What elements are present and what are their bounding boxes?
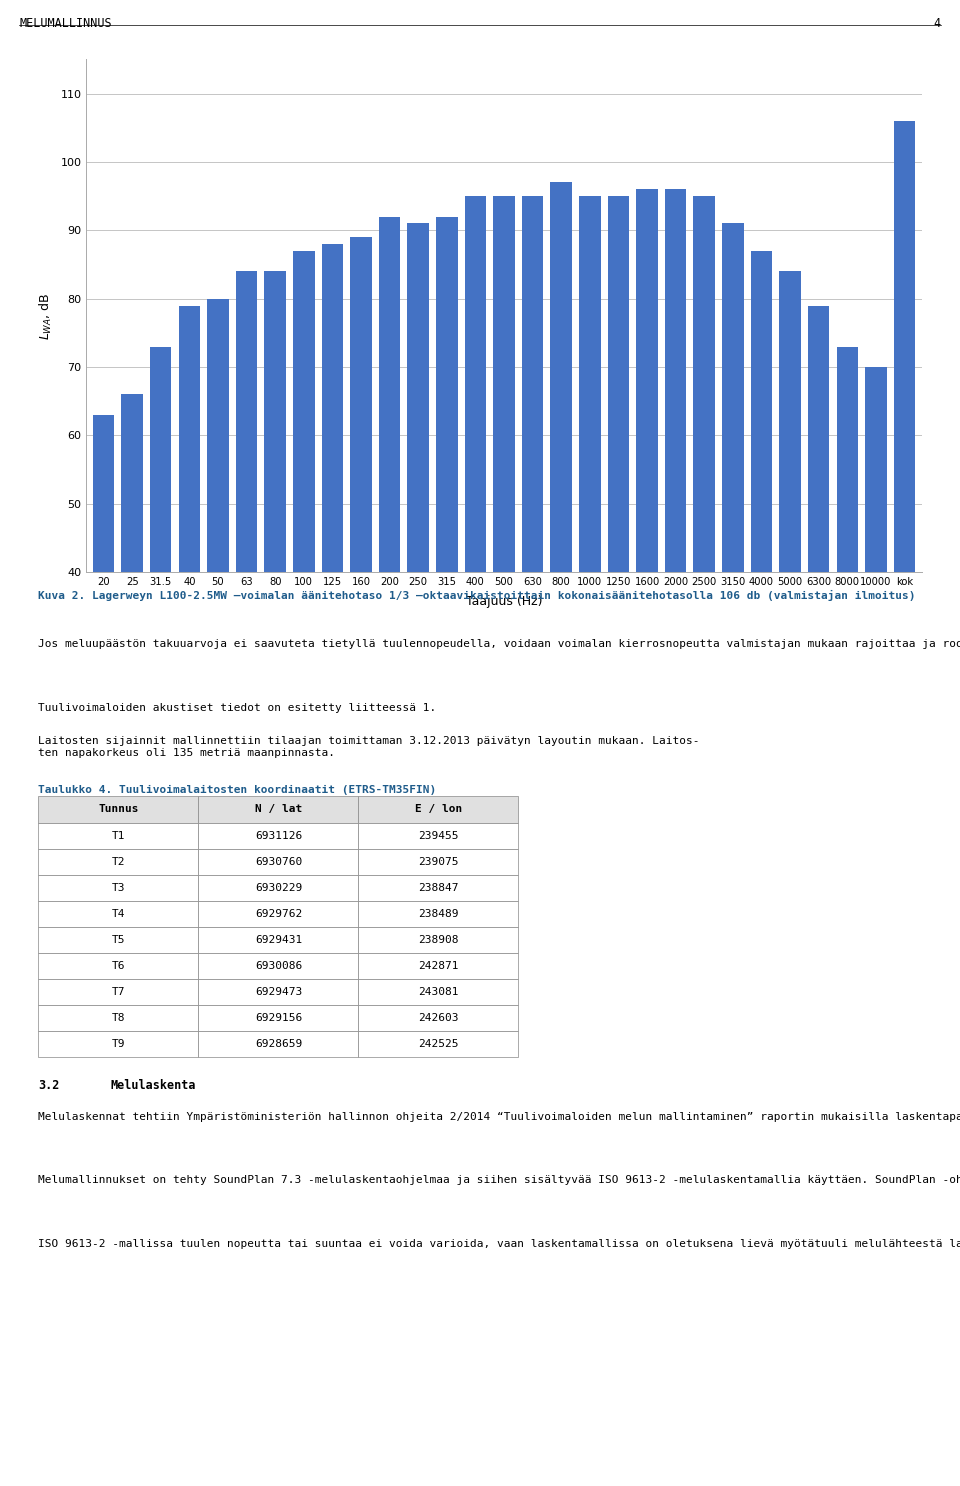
Bar <box>722 223 744 846</box>
Bar <box>293 251 315 846</box>
Bar <box>379 217 400 846</box>
Bar <box>693 196 715 846</box>
Text: Melulaskenta: Melulaskenta <box>110 1079 196 1092</box>
X-axis label: Taajuus (Hz): Taajuus (Hz) <box>466 596 542 608</box>
Bar <box>865 367 887 846</box>
Bar <box>264 272 286 846</box>
Bar <box>407 223 429 846</box>
Bar <box>894 120 915 846</box>
Bar <box>121 394 143 846</box>
Text: Jos meluupäästön takuuarvoja ei saavuteta tietyllä tuulennopeudella, voidaan voi: Jos meluupäästön takuuarvoja ei saavutet… <box>38 639 960 649</box>
Bar <box>550 183 572 846</box>
Bar <box>179 306 200 846</box>
Bar <box>493 196 515 846</box>
Text: Laitosten sijainnit mallinnettiin tilaajan toimittaman 3.12.2013 päivätyn layout: Laitosten sijainnit mallinnettiin tilaaj… <box>38 736 700 758</box>
Bar <box>808 306 829 846</box>
Bar <box>836 346 858 846</box>
Bar <box>636 189 658 846</box>
Text: Tuulivoimaloiden akustiset tiedot on esitetty liitteessä 1.: Tuulivoimaloiden akustiset tiedot on esi… <box>38 703 437 713</box>
Bar <box>93 415 114 846</box>
Y-axis label: $L_{WA}$, dB: $L_{WA}$, dB <box>37 291 54 340</box>
Text: Kuva 2. Lagerweyn L100-2.5MW –voimalan äänitehotaso 1/3 –oktaavikaistoittain kok: Kuva 2. Lagerweyn L100-2.5MW –voimalan ä… <box>38 590 916 600</box>
Bar <box>465 196 486 846</box>
Text: ISO 9613-2 -mallissa tuulen nopeutta tai suuntaa ei voida varioida, vaan laskent: ISO 9613-2 -mallissa tuulen nopeutta tai… <box>38 1239 960 1250</box>
Bar <box>350 238 372 846</box>
Bar <box>751 251 772 846</box>
Bar <box>436 217 458 846</box>
Bar <box>780 272 801 846</box>
Bar <box>522 196 543 846</box>
Text: MELUMALLINNUS: MELUMALLINNUS <box>19 16 111 30</box>
Text: 3.2: 3.2 <box>38 1079 60 1092</box>
Bar <box>665 189 686 846</box>
Bar <box>608 196 629 846</box>
Bar <box>150 346 172 846</box>
Bar <box>207 299 228 846</box>
Text: Melumallinnukset on tehty SoundPlan 7.3 -melulaskentaohjelmaa ja siihen sisältyv: Melumallinnukset on tehty SoundPlan 7.3 … <box>38 1175 960 1186</box>
Text: Melulaskennat tehtiin Ympäristöministeriön hallinnon ohjeita 2/2014 “Tuulivoimal: Melulaskennat tehtiin Ympäristöministeri… <box>38 1112 960 1122</box>
Text: Taulukko 4. Tuulivoimalaitosten koordinaatit (ETRS-TM35FIN): Taulukko 4. Tuulivoimalaitosten koordina… <box>38 785 437 795</box>
Bar <box>322 244 343 846</box>
Bar <box>236 272 257 846</box>
Text: 4: 4 <box>934 16 941 30</box>
Bar <box>579 196 601 846</box>
